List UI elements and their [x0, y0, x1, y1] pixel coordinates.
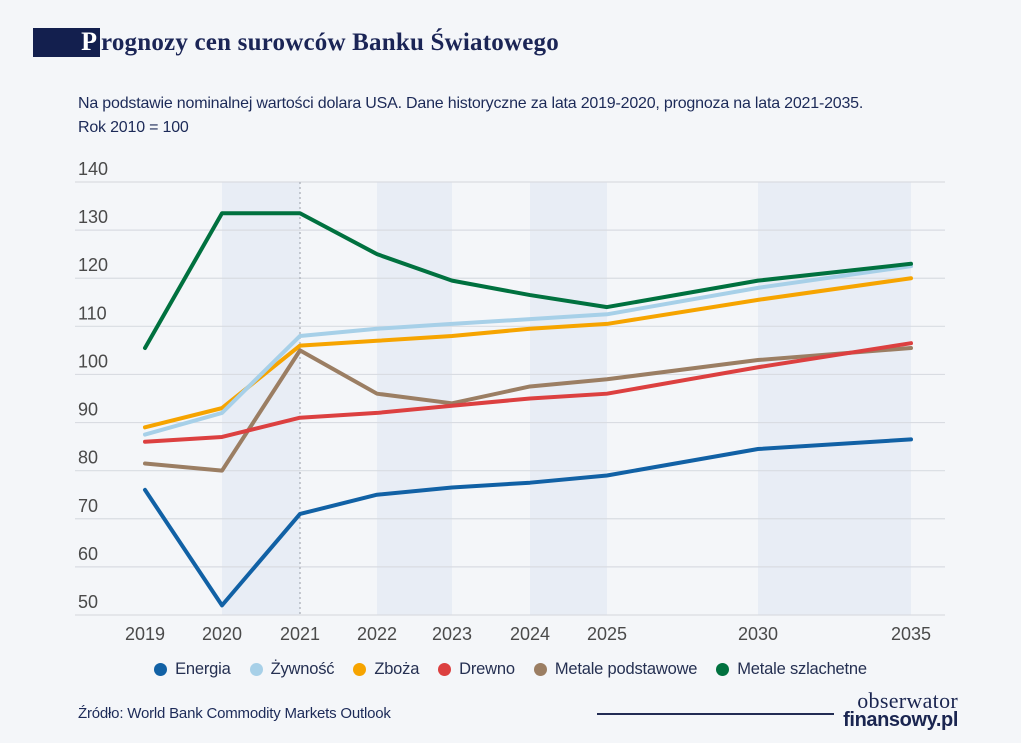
- chart-legend: Energia Żywność Zboża Drewno Metale podstawo…: [0, 660, 1021, 679]
- legend-item-Metale szlachetne: Metale szlachetne: [716, 660, 867, 679]
- legend-label: Zboża: [374, 660, 420, 678]
- legend-item-Zboża: Zboża: [353, 660, 419, 679]
- logo-line-1: obserwator: [857, 688, 958, 713]
- legend-dot-icon: [249, 663, 263, 676]
- legend-label: Drewno: [459, 660, 515, 678]
- y-tick-90: 90: [78, 400, 98, 420]
- series-line-Metale szlachetne: [143, 211, 913, 350]
- x-tick-2022: 2022: [357, 624, 397, 644]
- y-tick-130: 130: [78, 207, 108, 227]
- chart-subtitle: Na podstawie nominalnej wartości dolara …: [78, 92, 978, 140]
- x-tick-2021: 2021: [280, 624, 320, 644]
- x-tick-2030: 2030: [738, 624, 778, 644]
- legend-label: Energia: [175, 660, 231, 678]
- subtitle-line-1: Na podstawie nominalnej wartości dolara …: [78, 95, 864, 112]
- legend-item-Energia: Energia: [154, 660, 231, 679]
- y-tick-70: 70: [78, 496, 98, 516]
- y-tick-80: 80: [78, 448, 98, 468]
- series-line-Drewno: [143, 341, 913, 444]
- legend-item-Metale podstawowe: Metale podstawowe: [533, 660, 698, 679]
- obserwator-finansowy-logo: obserwator finansowy.pl: [843, 688, 958, 731]
- legend-item-Żywność: Żywność: [249, 660, 335, 679]
- legend-label: Żywność: [270, 660, 335, 678]
- x-tick-2019: 2019: [125, 624, 165, 644]
- footer-divider: [597, 713, 834, 715]
- legend-dot-icon: [533, 663, 547, 676]
- series-line-Żywność: [143, 264, 913, 437]
- title-text: rognozy cen surowców Banku Światowego: [101, 29, 559, 56]
- page-title: P rognozy cen surowców Banku Światowego: [33, 28, 559, 57]
- legend-dot-icon: [154, 663, 168, 676]
- legend-label: Metale szlachetne: [737, 660, 867, 678]
- y-tick-140: 140: [78, 159, 108, 179]
- legend-item-Drewno: Drewno: [438, 660, 515, 679]
- x-tick-2024: 2024: [510, 624, 550, 644]
- logo-line-2: finansowy.pl: [843, 709, 958, 731]
- y-tick-120: 120: [78, 255, 108, 275]
- y-tick-110: 110: [78, 303, 107, 323]
- x-tick-2023: 2023: [432, 624, 472, 644]
- series-line-Energia: [143, 437, 913, 608]
- x-tick-2020: 2020: [202, 624, 242, 644]
- band-2030-2035: [758, 182, 911, 615]
- title-dropcap: P: [33, 28, 100, 57]
- x-tick-2025: 2025: [587, 624, 627, 644]
- y-tick-100: 100: [78, 351, 108, 371]
- legend-dot-icon: [353, 663, 367, 676]
- subtitle-line-2: Rok 2010 = 100: [78, 119, 189, 136]
- legend-label: Metale podstawowe: [554, 660, 698, 678]
- source-note: Źródło: World Bank Commodity Markets Out…: [78, 705, 391, 722]
- x-tick-2035: 2035: [891, 624, 931, 644]
- legend-dot-icon: [716, 663, 730, 676]
- y-tick-60: 60: [78, 544, 98, 564]
- legend-dot-icon: [438, 663, 452, 676]
- y-tick-50: 50: [78, 592, 98, 612]
